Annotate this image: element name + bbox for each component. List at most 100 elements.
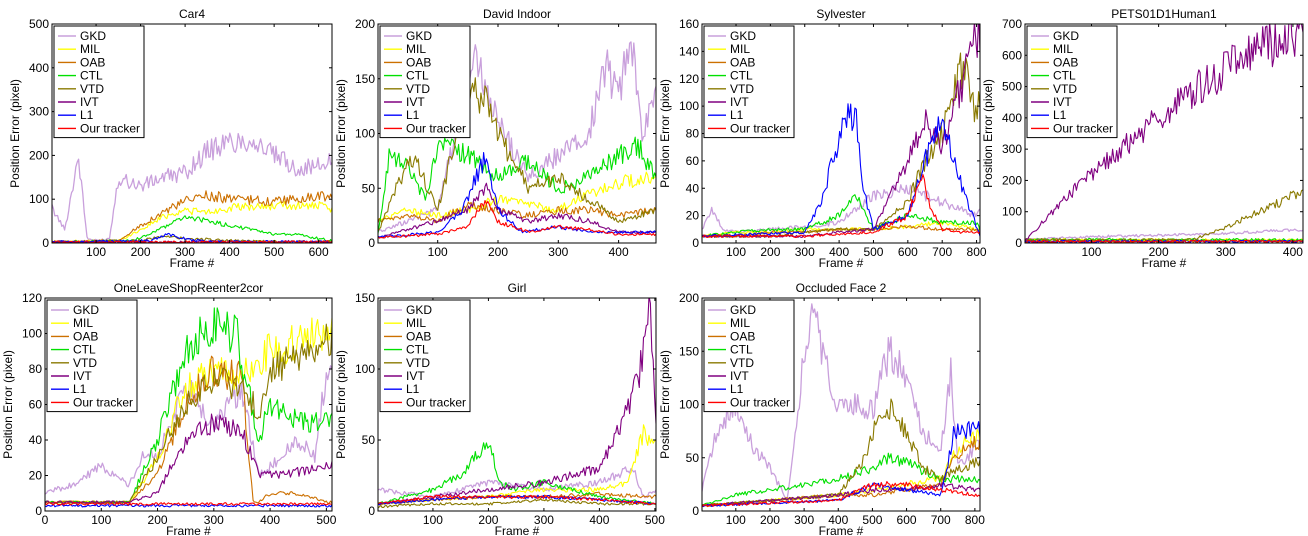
legend-label-our-tracker: Our tracker bbox=[406, 121, 466, 135]
legend-label-ctl: CTL bbox=[406, 69, 429, 83]
legend-label-our-tracker: Our tracker bbox=[730, 121, 790, 135]
legend-label-oab: OAB bbox=[73, 329, 98, 343]
y-axis-label: Position Error (pixel) bbox=[334, 350, 348, 459]
y-tick-label: 200 bbox=[355, 17, 375, 31]
legend-label-vtd: VTD bbox=[406, 82, 430, 96]
legend-label-vtd: VTD bbox=[730, 356, 754, 370]
legend-label-ctl: CTL bbox=[730, 69, 753, 83]
legend-label-ivt: IVT bbox=[406, 95, 425, 109]
chart-panel-occluded-face-2: 100 200 300 400 500 600 700 800 0 50 100 150 200 Occl… bbox=[658, 281, 985, 536]
x-axis-label: Frame # bbox=[170, 256, 215, 270]
y-tick-label: 200 bbox=[679, 291, 699, 305]
chart-title: Sylvester bbox=[816, 7, 865, 21]
legend-label-vtd: VTD bbox=[80, 82, 104, 96]
x-axis-label: Frame # bbox=[819, 524, 864, 536]
legend-label-mil: MIL bbox=[730, 316, 750, 330]
legend-label-oab: OAB bbox=[1053, 55, 1078, 69]
x-tick-label: 100 bbox=[86, 245, 106, 259]
series-line-vtd bbox=[378, 77, 656, 232]
y-tick-label: 0 bbox=[368, 504, 375, 518]
legend-label-l1: L1 bbox=[1053, 108, 1067, 122]
y-tick-label: 50 bbox=[362, 181, 376, 195]
x-axis-label: Frame # bbox=[495, 524, 540, 536]
x-tick-label: 300 bbox=[795, 245, 815, 259]
legend-label-oab: OAB bbox=[406, 329, 431, 343]
y-tick-label: 50 bbox=[362, 433, 376, 447]
y-tick-label: 0 bbox=[1015, 236, 1022, 250]
x-tick-label: 100 bbox=[726, 245, 746, 259]
series-line-ctl bbox=[702, 452, 980, 508]
legend-label-oab: OAB bbox=[730, 329, 755, 343]
legend-box bbox=[46, 299, 138, 413]
legend-label-ctl: CTL bbox=[1053, 69, 1076, 83]
legend-box bbox=[379, 299, 471, 413]
legend-label-mil: MIL bbox=[73, 316, 93, 330]
series-line-ctl bbox=[702, 194, 980, 237]
x-tick-label: 100 bbox=[91, 513, 111, 527]
legend-label-gkd: GKD bbox=[406, 29, 432, 43]
y-tick-label: 60 bbox=[686, 154, 700, 168]
legend-box bbox=[379, 25, 471, 139]
chart-title: David Indoor bbox=[483, 7, 551, 21]
legend-label-vtd: VTD bbox=[73, 356, 97, 370]
y-axis-label: Position Error (pixel) bbox=[1, 350, 15, 459]
legend-box bbox=[1026, 25, 1118, 139]
x-tick-label: 200 bbox=[488, 245, 508, 259]
y-tick-label: 500 bbox=[1002, 80, 1022, 94]
x-tick-label: 200 bbox=[760, 513, 780, 527]
x-axis-label: Frame # bbox=[819, 256, 864, 270]
legend-label-mil: MIL bbox=[406, 316, 426, 330]
legend-label-ivt: IVT bbox=[80, 95, 99, 109]
series-line-vtd bbox=[378, 498, 656, 509]
series-line-ivt bbox=[1025, 24, 1303, 243]
y-tick-label: 400 bbox=[1002, 111, 1022, 125]
chart-title: Girl bbox=[508, 281, 527, 295]
legend-label-l1: L1 bbox=[730, 382, 744, 396]
legend-label-gkd: GKD bbox=[80, 29, 106, 43]
y-tick-label: 100 bbox=[1002, 205, 1022, 219]
legend-label-gkd: GKD bbox=[730, 29, 756, 43]
y-axis-label: Position Error (pixel) bbox=[981, 79, 995, 188]
legend-label-ctl: CTL bbox=[73, 343, 96, 357]
y-tick-label: 600 bbox=[1002, 48, 1022, 62]
chart-title: Occluded Face 2 bbox=[796, 281, 887, 295]
axes-frame bbox=[1024, 23, 1304, 244]
y-tick-label: 200 bbox=[29, 148, 49, 162]
x-tick-label: 100 bbox=[428, 245, 448, 259]
chart-title: PETS01D1Human1 bbox=[1111, 7, 1217, 21]
x-tick-label: 100 bbox=[1081, 245, 1101, 259]
series-line-gkd bbox=[702, 303, 980, 502]
series-line-ctl bbox=[378, 136, 656, 234]
y-tick-label: 400 bbox=[29, 61, 49, 75]
legend-label-our-tracker: Our tracker bbox=[406, 395, 466, 409]
x-tick-label: 400 bbox=[260, 513, 280, 527]
x-axis-label: Frame # bbox=[166, 524, 211, 536]
axes-frame bbox=[377, 297, 657, 512]
chart-panel-pets01d1human1: 100 200 300 400 0 100 200 300 400 500 600 700 PETS01… bbox=[981, 7, 1304, 270]
y-tick-label: 0 bbox=[42, 236, 49, 250]
y-tick-label: 0 bbox=[692, 236, 699, 250]
y-tick-label: 150 bbox=[679, 344, 699, 358]
legend-label-mil: MIL bbox=[1053, 42, 1073, 56]
y-tick-label: 200 bbox=[1002, 173, 1022, 187]
y-tick-label: 100 bbox=[355, 362, 375, 376]
chart-panel-sylvester: 100 200 300 400 500 600 700 800 0 20 40 60 80 100 120 1… bbox=[658, 7, 987, 270]
y-tick-label: 50 bbox=[686, 451, 700, 465]
chart-panel-car4: 100 200 300 400 500 600 0 100 200 300 400 500 Car4 Fr… bbox=[8, 7, 333, 270]
chart-panel-oneleaveshopreenter2cor: 0 100 200 300 400 500 0 20 40 60 80 100 120 OneLeaveS… bbox=[1, 281, 337, 536]
y-tick-label: 300 bbox=[29, 105, 49, 119]
y-tick-label: 140 bbox=[679, 44, 699, 58]
series-line-mil bbox=[378, 171, 656, 222]
y-tick-label: 60 bbox=[29, 398, 43, 412]
x-tick-label: 0 bbox=[42, 513, 49, 527]
series-line-our-tracker bbox=[702, 174, 980, 238]
x-tick-label: 400 bbox=[220, 245, 240, 259]
series-line-ctl bbox=[378, 442, 656, 506]
legend-label-gkd: GKD bbox=[730, 303, 756, 317]
x-tick-label: 300 bbox=[204, 513, 224, 527]
legend-label-l1: L1 bbox=[406, 108, 420, 122]
legend-label-oab: OAB bbox=[80, 55, 105, 69]
y-tick-label: 0 bbox=[35, 504, 42, 518]
legend-label-l1: L1 bbox=[73, 382, 87, 396]
